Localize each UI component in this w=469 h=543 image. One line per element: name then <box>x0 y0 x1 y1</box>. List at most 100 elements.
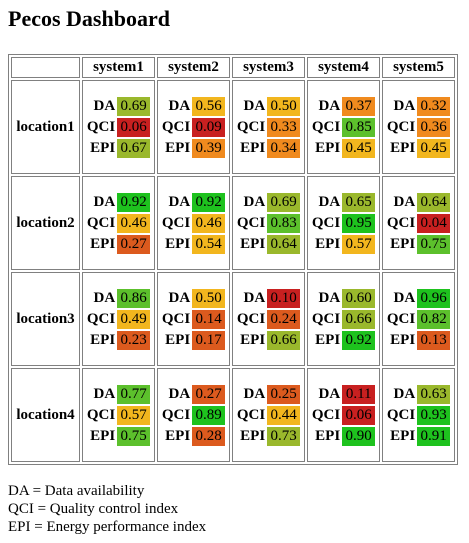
metric-value: 0.66 <box>267 330 301 350</box>
metric-group: DA 0.77 QCI 0.57 EPI 0.75 <box>87 383 151 448</box>
metric-group: DA 0.86 QCI 0.49 EPI 0.23 <box>86 287 151 352</box>
metric-row: EPI 0.27 <box>87 234 151 254</box>
metric-label: QCI <box>236 214 266 231</box>
metric-row: DA 0.25 <box>237 384 301 404</box>
metric-label: QCI <box>311 406 341 423</box>
metric-value: 0.60 <box>342 288 376 308</box>
metric-value: 0.10 <box>267 288 301 308</box>
metric-row: QCI 0.33 <box>236 117 301 137</box>
metric-row: QCI 0.46 <box>161 213 226 233</box>
metric-value: 0.34 <box>267 138 301 158</box>
metric-cell: DA 0.92 QCI 0.46 EPI 0.27 <box>82 176 155 270</box>
table-row: location3 DA 0.86 QCI 0.49 EPI 0.23 DA 0.50 QCI 0.… <box>11 272 455 366</box>
metric-label: EPI <box>240 331 266 348</box>
metric-row: QCI 0.49 <box>86 309 151 329</box>
metric-label: QCI <box>86 118 116 135</box>
metric-row: EPI 0.23 <box>87 330 151 350</box>
metric-label: EPI <box>165 139 191 156</box>
metric-label: DA <box>168 97 191 114</box>
metric-group: DA 0.27 QCI 0.89 EPI 0.28 <box>161 383 226 448</box>
metric-value: 0.66 <box>342 309 376 329</box>
metric-row: EPI 0.73 <box>237 426 301 446</box>
metric-row: DA 0.69 <box>237 192 301 212</box>
metric-value: 0.69 <box>117 96 151 116</box>
metric-value: 0.73 <box>267 426 301 446</box>
metric-row: EPI 0.34 <box>237 138 301 158</box>
metric-value: 0.27 <box>192 384 226 404</box>
metric-cell: DA 0.56 QCI 0.09 EPI 0.39 <box>157 80 230 174</box>
metric-value: 0.37 <box>342 96 376 116</box>
metric-group: DA 0.65 QCI 0.95 EPI 0.57 <box>312 191 376 256</box>
metric-label: EPI <box>315 427 341 444</box>
metric-row: DA 0.69 <box>87 96 151 116</box>
metric-label: QCI <box>311 310 341 327</box>
metric-value: 0.46 <box>117 213 151 233</box>
metric-cell: DA 0.96 QCI 0.82 EPI 0.13 <box>382 272 455 366</box>
metric-label: DA <box>93 97 116 114</box>
metric-value: 0.57 <box>342 234 376 254</box>
metric-group: DA 0.60 QCI 0.66 EPI 0.92 <box>311 287 376 352</box>
metric-value: 0.69 <box>267 192 301 212</box>
metric-label: QCI <box>386 214 416 231</box>
metric-label: DA <box>318 193 341 210</box>
metric-row: EPI 0.75 <box>387 234 451 254</box>
metric-cell: DA 0.86 QCI 0.49 EPI 0.23 <box>82 272 155 366</box>
metric-label: QCI <box>311 118 341 135</box>
metric-group: DA 0.56 QCI 0.09 EPI 0.39 <box>161 95 226 160</box>
metric-cell: DA 0.77 QCI 0.57 EPI 0.75 <box>82 368 155 462</box>
metric-value: 0.95 <box>342 213 376 233</box>
metric-label: EPI <box>165 427 191 444</box>
metric-label: DA <box>318 289 341 306</box>
metric-label: QCI <box>86 310 116 327</box>
metric-group: DA 0.96 QCI 0.82 EPI 0.13 <box>387 287 451 352</box>
metric-group: DA 0.64 QCI 0.04 EPI 0.75 <box>386 191 451 256</box>
metric-value: 0.06 <box>117 117 151 137</box>
metric-label: EPI <box>315 235 341 252</box>
metric-group: DA 0.63 QCI 0.93 EPI 0.91 <box>387 383 451 448</box>
metric-group: DA 0.50 QCI 0.14 EPI 0.17 <box>161 287 226 352</box>
metric-value: 0.36 <box>417 117 451 137</box>
metric-group: DA 0.37 QCI 0.85 EPI 0.45 <box>311 95 376 160</box>
metric-row: DA 0.32 <box>387 96 451 116</box>
metric-row: EPI 0.92 <box>312 330 376 350</box>
metric-row: DA 0.11 <box>312 384 376 404</box>
metric-row: DA 0.77 <box>87 384 151 404</box>
metric-row: DA 0.63 <box>387 384 451 404</box>
metric-row: DA 0.92 <box>162 192 226 212</box>
metric-label: DA <box>243 193 266 210</box>
metric-row: QCI 0.89 <box>161 405 226 425</box>
metric-label: DA <box>168 289 191 306</box>
metric-label: QCI <box>161 214 191 231</box>
metric-label: QCI <box>86 214 116 231</box>
metric-row: QCI 0.85 <box>311 117 376 137</box>
metric-row: QCI 0.44 <box>237 405 301 425</box>
table-row: location4 DA 0.77 QCI 0.57 EPI 0.75 DA 0.27 QCI 0.… <box>11 368 455 462</box>
metric-row: EPI 0.17 <box>162 330 226 350</box>
metric-label: QCI <box>236 118 266 135</box>
metric-label: QCI <box>161 310 191 327</box>
metric-value: 0.39 <box>192 138 226 158</box>
metric-cell: DA 0.25 QCI 0.44 EPI 0.73 <box>232 368 305 462</box>
column-header-system3: system3 <box>232 57 305 78</box>
metric-row: DA 0.50 <box>237 96 301 116</box>
metric-value: 0.24 <box>267 309 301 329</box>
metric-value: 0.63 <box>417 384 451 404</box>
metric-value: 0.96 <box>417 288 451 308</box>
metric-value: 0.92 <box>117 192 151 212</box>
metric-row: DA 0.50 <box>162 288 226 308</box>
metric-label: QCI <box>161 406 191 423</box>
metric-label: QCI <box>386 118 416 135</box>
metric-row: EPI 0.64 <box>237 234 301 254</box>
metric-value: 0.92 <box>192 192 226 212</box>
metric-cell: DA 0.50 QCI 0.33 EPI 0.34 <box>232 80 305 174</box>
corner-cell <box>11 57 80 78</box>
metric-label: EPI <box>390 235 416 252</box>
metric-row: EPI 0.39 <box>162 138 226 158</box>
metric-label: QCI <box>161 118 191 135</box>
column-header-system5: system5 <box>382 57 455 78</box>
metric-value: 0.25 <box>267 384 301 404</box>
metric-value: 0.32 <box>417 96 451 116</box>
metric-label: DA <box>168 193 191 210</box>
metric-row: QCI 0.57 <box>87 405 151 425</box>
metric-row: EPI 0.45 <box>312 138 376 158</box>
